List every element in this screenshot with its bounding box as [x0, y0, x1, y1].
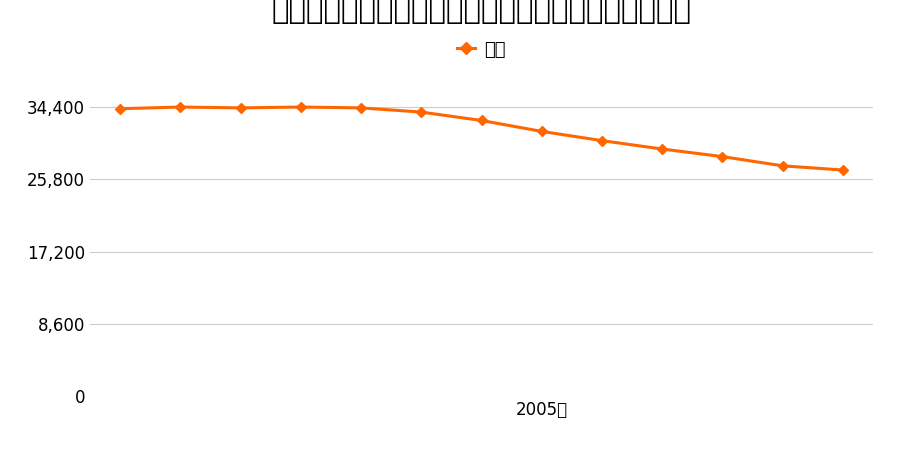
価格	[295, 104, 306, 110]
価格	[838, 167, 849, 173]
価格	[235, 105, 246, 111]
価格	[717, 154, 728, 159]
価格	[175, 104, 185, 110]
価格	[476, 118, 487, 123]
価格	[356, 105, 366, 111]
価格	[778, 163, 788, 169]
価格	[657, 146, 668, 152]
Title: 山口県宇部市大字西岐波字尺田６７番１１の地価推移: 山口県宇部市大字西岐波字尺田６７番１１の地価推移	[272, 0, 691, 24]
価格	[597, 138, 608, 144]
Line: 価格: 価格	[117, 104, 846, 174]
Legend: 価格: 価格	[450, 33, 513, 66]
価格	[114, 106, 125, 112]
価格	[416, 109, 427, 115]
価格	[536, 129, 547, 134]
